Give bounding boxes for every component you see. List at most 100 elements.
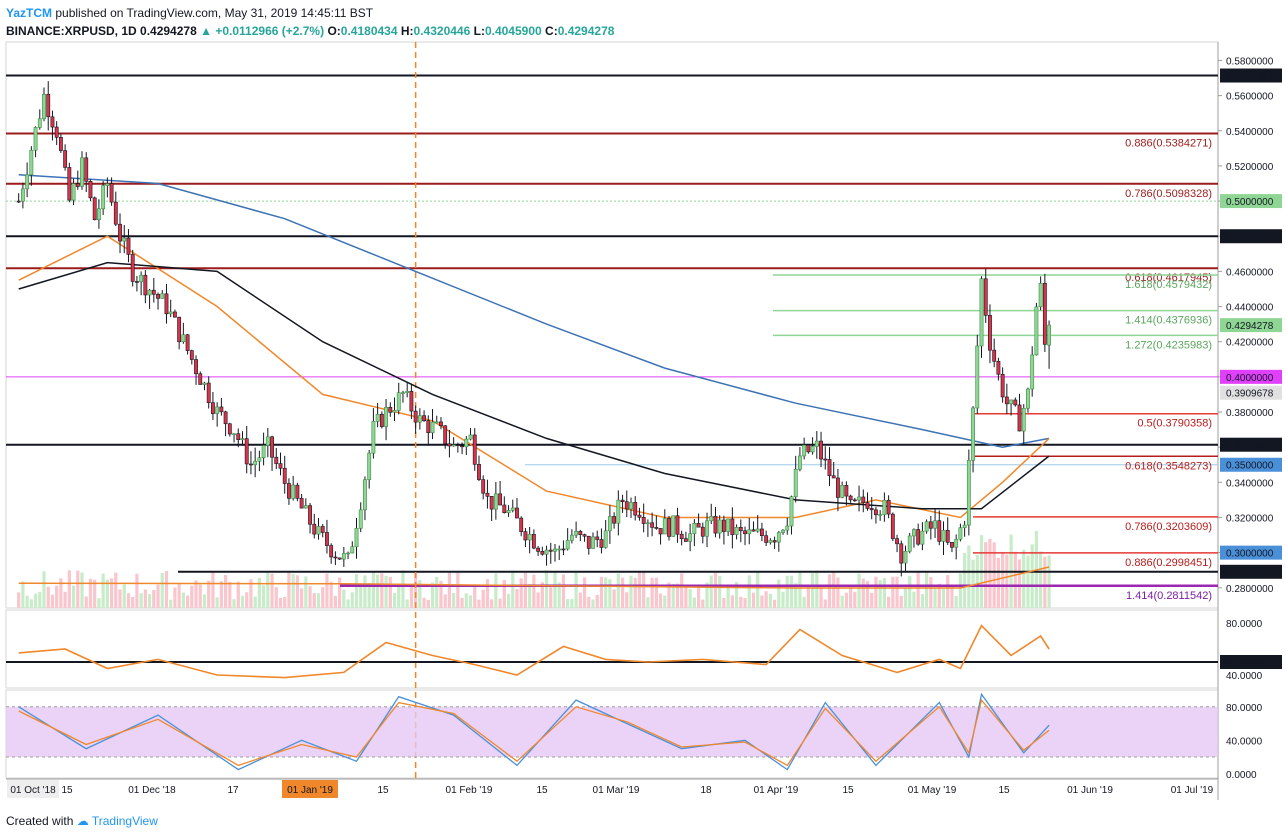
candle-body[interactable] (916, 529, 921, 545)
candle-body[interactable] (401, 392, 405, 394)
candle-body[interactable] (409, 390, 414, 412)
candle-body[interactable] (1042, 283, 1047, 345)
candle-body[interactable] (920, 530, 925, 545)
candle-body[interactable] (316, 526, 321, 535)
candle-body[interactable] (303, 505, 308, 509)
candle-body[interactable] (160, 293, 165, 299)
candle-body[interactable] (890, 513, 895, 539)
candle-body[interactable] (270, 436, 274, 458)
candle-body[interactable] (591, 536, 595, 549)
candle-body[interactable] (219, 406, 224, 413)
candle-body[interactable] (71, 183, 76, 201)
candle-body[interactable] (278, 463, 283, 469)
candle-body[interactable] (299, 498, 304, 509)
candle-body[interactable] (1047, 324, 1051, 346)
candle-body[interactable] (565, 539, 570, 550)
candle-body[interactable] (80, 157, 84, 187)
candle-body[interactable] (928, 521, 933, 529)
candle-body[interactable] (941, 530, 946, 542)
stoch-d-line[interactable] (18, 698, 1050, 767)
candle-body[interactable] (895, 538, 899, 545)
candle-body[interactable] (810, 446, 815, 453)
candle-body[interactable] (802, 444, 807, 457)
candle-body[interactable] (519, 517, 524, 532)
candle-body[interactable] (607, 516, 612, 532)
candle-body[interactable] (227, 423, 232, 435)
candle-body[interactable] (515, 507, 519, 519)
candle-body[interactable] (173, 311, 177, 318)
candle-body[interactable] (354, 527, 359, 548)
candle-body[interactable] (840, 485, 845, 498)
candle-body[interactable] (760, 528, 764, 537)
candle-body[interactable] (439, 421, 443, 427)
candle-body[interactable] (189, 350, 194, 360)
candle-body[interactable] (950, 542, 954, 548)
candle-body[interactable] (899, 543, 904, 564)
candle-body[interactable] (988, 315, 992, 351)
candle-body[interactable] (58, 137, 63, 151)
candle-body[interactable] (924, 521, 929, 532)
candles[interactable] (16, 81, 1051, 577)
candle-body[interactable] (721, 519, 726, 532)
candle-body[interactable] (958, 527, 963, 540)
candle-body[interactable] (971, 407, 975, 461)
candle-body[interactable] (477, 463, 481, 480)
candle-body[interactable] (126, 237, 131, 255)
candle-body[interactable] (937, 520, 942, 542)
candle-body[interactable] (341, 553, 346, 560)
candle-body[interactable] (46, 94, 51, 118)
candle-body[interactable] (510, 507, 515, 511)
candle-body[interactable] (907, 535, 912, 552)
candle-body[interactable] (569, 534, 574, 541)
candle-body[interactable] (265, 436, 270, 446)
candle-body[interactable] (92, 197, 97, 221)
candle-body[interactable] (413, 410, 418, 423)
candle-body[interactable] (650, 522, 655, 528)
candle-body[interactable] (831, 475, 836, 479)
candle-body[interactable] (785, 525, 790, 531)
candle-body[interactable] (451, 444, 456, 447)
candle-body[interactable] (654, 527, 659, 529)
candle-body[interactable] (637, 514, 642, 518)
candle-body[interactable] (156, 293, 160, 299)
candle-body[interactable] (223, 411, 228, 425)
candle-body[interactable] (713, 516, 718, 534)
candle-body[interactable] (962, 524, 967, 529)
tradingview-brand[interactable]: TradingView (91, 814, 158, 828)
candle-body[interactable] (253, 460, 258, 466)
candle-body[interactable] (443, 425, 448, 445)
candle-body[interactable] (751, 529, 756, 532)
candle-body[interactable] (185, 334, 190, 351)
candle-body[interactable] (358, 509, 363, 529)
candle-body[interactable] (202, 382, 207, 385)
candle-body[interactable] (139, 274, 144, 283)
candle-body[interactable] (730, 518, 735, 535)
price-pane[interactable] (5, 41, 1219, 609)
candle-body[interactable] (105, 183, 110, 186)
candle-body[interactable] (113, 201, 118, 225)
candle-body[interactable] (1030, 354, 1035, 390)
rsi-pane[interactable] (5, 609, 1219, 689)
candle-body[interactable] (232, 433, 236, 436)
candle-body[interactable] (84, 157, 89, 182)
candle-body[interactable] (772, 540, 777, 543)
candle-body[interactable] (996, 361, 1001, 375)
candle-body[interactable] (485, 492, 490, 497)
candle-body[interactable] (633, 502, 638, 516)
candle-body[interactable] (620, 499, 625, 503)
candle-body[interactable] (645, 522, 650, 525)
candle-body[interactable] (481, 479, 486, 494)
candle-body[interactable] (333, 556, 338, 559)
candle-body[interactable] (688, 533, 693, 542)
candle-body[interactable] (616, 499, 621, 524)
candle-body[interactable] (595, 536, 600, 540)
candle-body[interactable] (379, 414, 384, 427)
candle-body[interactable] (806, 444, 811, 453)
candle-body[interactable] (874, 509, 878, 516)
candle-body[interactable] (629, 502, 633, 510)
candle-body[interactable] (417, 415, 422, 423)
candle-body[interactable] (844, 485, 849, 497)
candle-body[interactable] (388, 406, 393, 413)
candle-body[interactable] (375, 414, 380, 422)
